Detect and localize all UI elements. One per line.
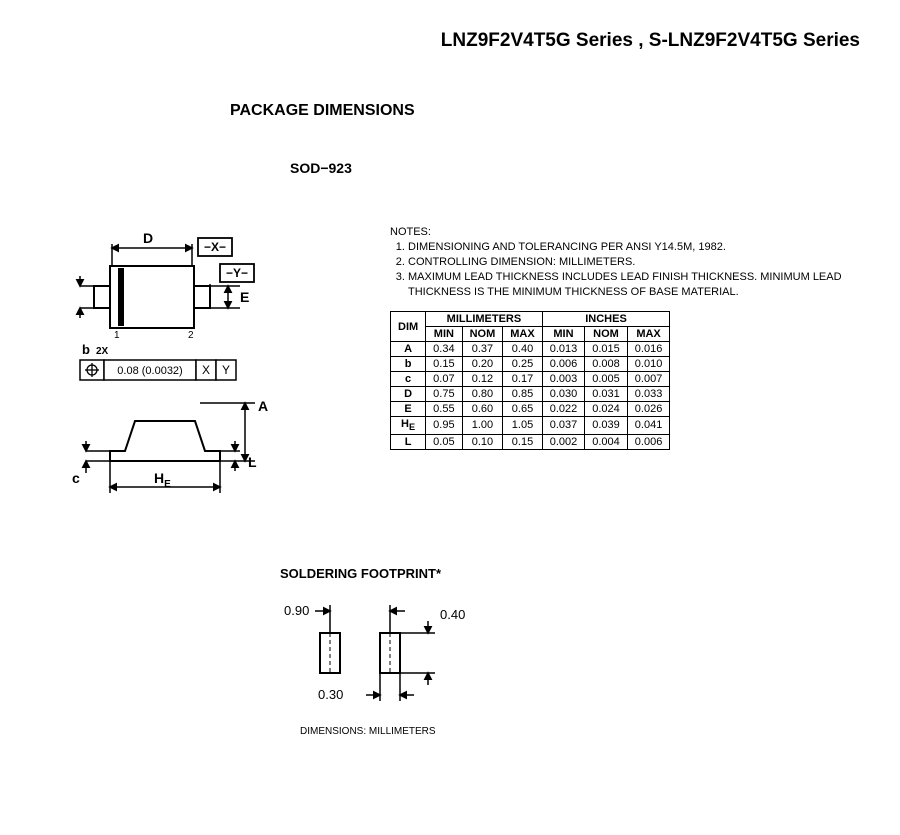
label-y: −Y− — [226, 266, 248, 280]
note-item: CONTROLLING DIMENSION: MILLIMETERS. — [408, 255, 870, 270]
table-row: A0.340.370.400.0130.0150.016 — [391, 342, 670, 357]
package-type: SOD−923 — [290, 160, 870, 176]
table-row: c0.070.120.170.0030.0050.007 — [391, 372, 670, 387]
note-item: MAXIMUM LEAD THICKNESS INCLUDES LEAD FIN… — [408, 270, 870, 300]
gdt-y: Y — [222, 363, 230, 377]
table-row: D0.750.800.850.0300.0310.033 — [391, 387, 670, 402]
notes-title: NOTES: — [390, 226, 870, 238]
footprint-diagram: 0.90 0.40 0.30 — [240, 593, 500, 713]
label-c: c — [72, 470, 80, 486]
col-in: INCHES — [542, 312, 670, 327]
section-heading: PACKAGE DIMENSIONS — [230, 102, 870, 120]
col-dim: DIM — [391, 312, 426, 342]
footprint-heading: SOLDERING FOOTPRINT* — [280, 566, 870, 581]
package-top-view-diagram: D −X− −Y− 1 2 — [50, 226, 280, 386]
gdt-frame: 0.08 (0.0032) X Y — [80, 360, 236, 380]
package-side-view-diagram: A L c HE — [50, 391, 280, 511]
pin-1: 1 — [114, 330, 120, 341]
label-2x: 2X — [96, 346, 109, 357]
fp-dim-030: 0.30 — [318, 687, 343, 702]
table-row: E0.550.600.650.0220.0240.026 — [391, 402, 670, 417]
gdt-x: X — [202, 363, 210, 377]
page-title: LNZ9F2V4T5G Series , S-LNZ9F2V4T5G Serie… — [30, 30, 870, 52]
pin-2: 2 — [188, 330, 194, 341]
footprint-caption: DIMENSIONS: MILLIMETERS — [300, 726, 870, 737]
label-l: L — [248, 454, 257, 470]
label-x: −X− — [204, 240, 226, 254]
table-row: b0.150.200.250.0060.0080.010 — [391, 357, 670, 372]
fp-dim-040: 0.40 — [440, 607, 465, 622]
note-item: DIMENSIONING AND TOLERANCING PER ANSI Y1… — [408, 240, 870, 255]
label-b: b — [82, 342, 90, 357]
label-d: D — [143, 230, 153, 246]
notes-list: DIMENSIONING AND TOLERANCING PER ANSI Y1… — [408, 240, 870, 299]
dimension-table: DIM MILLIMETERS INCHES MINNOMMAX MINNOMM… — [390, 311, 670, 449]
label-a: A — [258, 398, 268, 414]
gdt-tol: 0.08 (0.0032) — [117, 365, 182, 377]
fp-dim-090: 0.90 — [284, 603, 309, 618]
table-row: L0.050.100.150.0020.0040.006 — [391, 434, 670, 449]
label-e: E — [240, 289, 249, 305]
col-mm: MILLIMETERS — [426, 312, 543, 327]
table-row: HE0.951.001.050.0370.0390.041 — [391, 417, 670, 434]
